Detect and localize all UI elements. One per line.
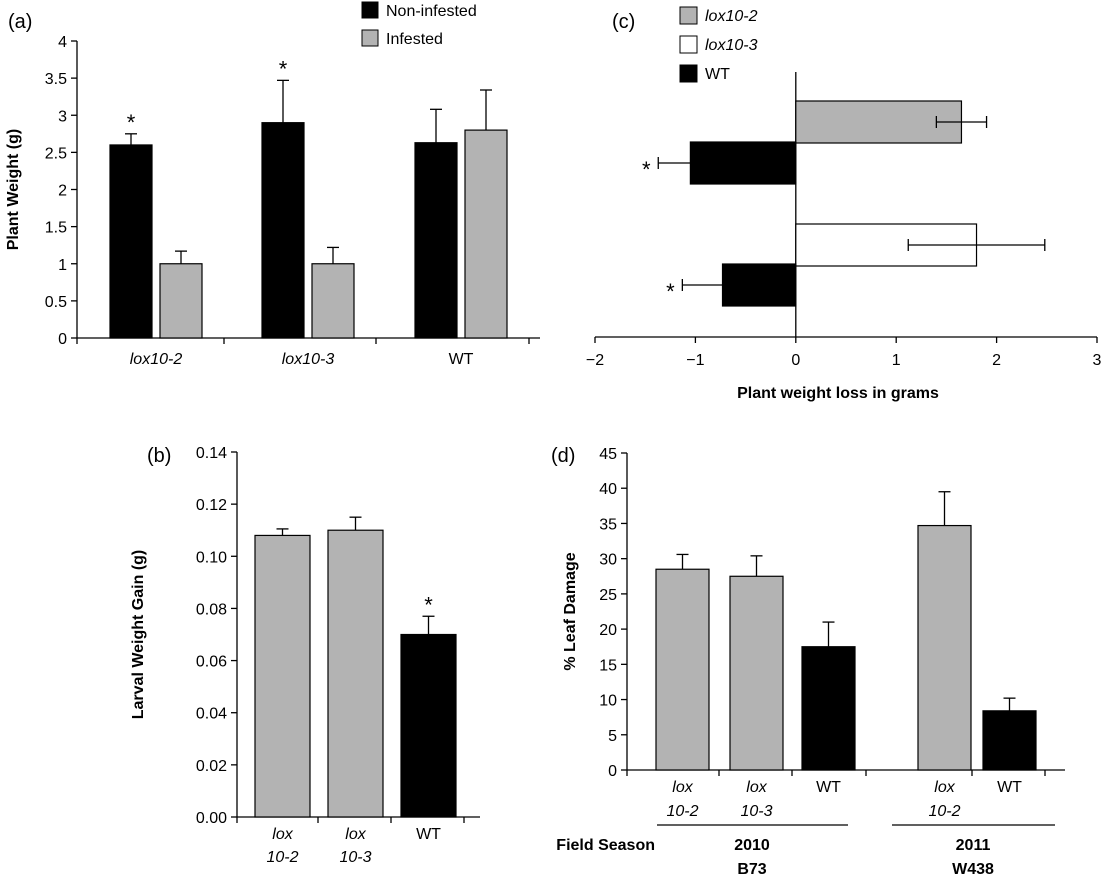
y-tick-label: 45 [599,446,617,463]
legend-label: Infested [386,31,443,48]
legend-label: lox10-3 [705,37,758,54]
panel-label: (b) [147,445,171,467]
bar [982,710,1037,771]
x-tick-label: 10-2 [928,803,960,820]
x-tick-label: WT [416,826,441,843]
group-year: 2011 [956,837,991,854]
legend-swatch [361,1,379,19]
y-tick-label: 0.5 [45,294,67,311]
y-tick-label: 10 [599,693,617,710]
panel-b: (b) 0.00 0.02 0.04 0.06 0.08 0.10 0.12 0.14 Larva… [130,445,480,866]
x-tick-label: lox [934,779,955,796]
bar [159,263,203,339]
bar [801,646,856,771]
significance-star: * [424,592,433,617]
panel-c: (c) −2 −1 0 1 2 3 Plant weight loss in grams * * l… [586,6,1102,402]
significance-star: * [279,56,288,81]
y-tick-label: 30 [599,552,617,569]
bar [795,100,963,144]
y-tick-label: 0.04 [196,706,227,723]
bar [261,122,305,339]
x-tick-label: 10-3 [740,803,772,820]
panel-a: (a) 0 0.5 1 1.5 2 2.5 3 3.5 4 Plant Weight (g) lox1… [5,1,540,368]
legend-label: Non-infested [386,3,477,20]
bar [721,263,797,307]
y-tick-label: 3.5 [45,71,67,88]
y-tick-label: 0.10 [196,549,227,566]
legend-swatch [679,6,698,25]
y-tick-label: 0.02 [196,758,227,775]
y-tick-label: 15 [599,657,617,674]
x-tick-label: 10-2 [666,803,698,820]
y-tick-label: 0.00 [196,810,227,827]
y-tick-label: 0.08 [196,601,227,618]
group-line-name: W438 [952,861,994,878]
y-tick-label: 1.5 [45,220,67,237]
y-tick-label: 0.14 [196,445,227,462]
x-tick-label: WT [449,351,474,368]
bar [109,144,153,339]
significance-star: * [666,279,675,304]
field-season-label: Field Season [556,837,655,854]
y-tick-label: 0 [608,763,617,780]
legend-swatch [679,64,698,83]
x-tick-label: WT [997,779,1022,796]
x-tick-label: −2 [586,352,604,369]
x-tick-label: lox [345,826,366,843]
y-axis-label: Larval Weight Gain (g) [130,550,147,720]
y-tick-label: 35 [599,516,617,533]
bar [917,524,972,771]
x-tick-label: lox [272,826,293,843]
x-tick-label: −1 [686,352,704,369]
y-tick-label: 0.06 [196,654,227,671]
y-tick-label: 4 [58,34,67,51]
y-tick-label: 1 [58,257,67,274]
y-tick-label: 0 [58,331,67,348]
x-tick-label: lox [746,779,767,796]
significance-star: * [642,157,651,182]
significance-star: * [127,110,136,135]
legend-swatch [361,29,379,47]
y-tick-label: 40 [599,481,617,498]
y-tick-label: 2 [58,183,67,200]
bar [327,529,384,818]
panel-label: (a) [8,11,32,33]
legend-label: lox10-2 [705,8,758,25]
y-axis-label: % Leaf Damage [562,552,579,670]
y-axis-label: Plant Weight (g) [5,129,22,250]
y-tick-label: 3 [58,108,67,125]
legend-swatch [679,35,698,54]
x-tick-label: 1 [892,352,901,369]
x-tick-label: lox10-3 [282,351,335,368]
group-year: 2010 [734,837,770,854]
group-line-name: B73 [737,861,766,878]
x-tick-label: 0 [791,352,800,369]
x-tick-label: lox [672,779,693,796]
y-tick-label: 0.12 [196,497,227,514]
bar [655,568,710,771]
x-tick-label: 10-2 [266,849,298,866]
x-tick-label: WT [816,779,841,796]
x-tick-label: 3 [1093,352,1102,369]
bar [729,575,784,771]
y-tick-label: 2.5 [45,145,67,162]
panel-label: (d) [551,445,575,467]
bar [414,142,458,339]
bar [689,141,797,185]
panel-d: (d) 0 5 10 15 20 25 30 35 40 45 % Leaf Damage lox 10-… [551,445,1065,878]
y-tick-label: 5 [608,728,617,745]
x-tick-label: lox10-2 [130,351,183,368]
panel-label: (c) [612,11,635,33]
legend-label: WT [705,66,730,83]
x-axis-label: Plant weight loss in grams [737,385,939,402]
bar [254,534,311,818]
bar [464,129,508,339]
y-tick-label: 20 [599,622,617,639]
bar [311,263,355,339]
bar [400,633,457,818]
x-tick-label: 10-3 [339,849,371,866]
x-tick-label: 2 [992,352,1001,369]
y-tick-label: 25 [599,587,617,604]
